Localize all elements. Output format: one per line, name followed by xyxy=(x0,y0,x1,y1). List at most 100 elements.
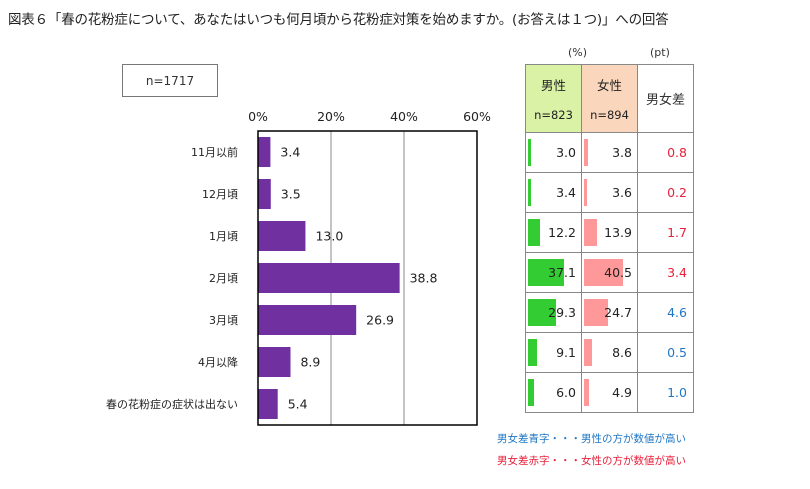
category-label: 3月頃 xyxy=(209,314,238,327)
table-row: 9.1 8.6 0.5 xyxy=(525,332,694,373)
male-value: 12.2 xyxy=(548,225,576,240)
bar xyxy=(258,221,306,251)
bar xyxy=(258,347,291,377)
bar-value-label: 5.4 xyxy=(288,397,308,412)
difference-cell: 0.2 xyxy=(637,172,694,213)
difference-value: 4.6 xyxy=(667,305,687,320)
difference-cell: 0.8 xyxy=(637,132,694,173)
female-cell: 4.9 xyxy=(581,372,638,413)
male-cell: 3.4 xyxy=(525,172,582,213)
male-bar xyxy=(528,139,531,166)
female-label: 女性 xyxy=(596,78,622,93)
male-bar xyxy=(528,219,540,246)
category-label: 2月頃 xyxy=(209,272,238,285)
bar-chart: 0% 20% 40% 60% 3.4 11月以前 3.5 12月頃 13.0 1月頃 38.8 2月頃… xyxy=(106,109,491,426)
female-bar xyxy=(584,139,588,166)
table-row: 6.0 4.9 1.0 xyxy=(525,372,694,413)
male-bar xyxy=(528,259,564,286)
x-tick-label: 40% xyxy=(390,109,418,124)
male-value: 9.1 xyxy=(556,345,576,360)
bar xyxy=(258,389,278,419)
male-bar xyxy=(528,299,557,326)
female-cell: 13.9 xyxy=(581,212,638,253)
sample-size-box: n=1717 xyxy=(122,64,218,97)
plot-border xyxy=(257,130,478,426)
legend-red: 男女差赤字・・・女性の方が数値が高い xyxy=(497,455,686,467)
difference-cell: 1.0 xyxy=(637,372,694,413)
bar-value-label: 26.9 xyxy=(366,313,394,328)
table-row: 3.4 3.6 0.2 xyxy=(525,172,694,213)
female-cell: 24.7 xyxy=(581,292,638,333)
male-value: 37.1 xyxy=(548,265,576,280)
male-value: 29.3 xyxy=(548,305,576,320)
female-sample-size: n=894 xyxy=(590,108,629,122)
female-value: 3.6 xyxy=(612,185,632,200)
bar-value-label: 3.5 xyxy=(281,187,301,202)
unit-pt: (pt) xyxy=(650,46,670,59)
category-label: 4月以降 xyxy=(198,355,238,369)
female-value: 3.8 xyxy=(612,145,632,160)
female-value: 4.9 xyxy=(612,385,632,400)
male-bar xyxy=(528,339,537,366)
gender-comparison-table: 男性 n=823 女性 n=894 男女差 3.0 3.8 0.8 3.4 3.6 0.2… xyxy=(525,64,694,413)
male-bar xyxy=(528,379,534,406)
female-cell: 3.8 xyxy=(581,132,638,173)
category-label: 12月頃 xyxy=(202,188,238,201)
bar xyxy=(258,137,271,167)
category-label: 11月以前 xyxy=(191,145,238,159)
male-cell: 6.0 xyxy=(525,372,582,413)
male-cell: 9.1 xyxy=(525,332,582,373)
bar-value-label: 8.9 xyxy=(300,355,320,370)
x-tick-label: 60% xyxy=(463,109,491,124)
difference-cell: 1.7 xyxy=(637,212,694,253)
bar-value-label: 38.8 xyxy=(410,271,438,286)
male-value: 3.4 xyxy=(556,185,576,200)
difference-cell: 4.6 xyxy=(637,292,694,333)
bar-value-label: 3.4 xyxy=(280,145,300,160)
female-value: 8.6 xyxy=(612,345,632,360)
bar xyxy=(258,179,271,209)
difference-value: 0.2 xyxy=(667,185,687,200)
difference-value: 0.5 xyxy=(667,345,687,360)
female-value: 24.7 xyxy=(604,305,632,320)
female-cell: 8.6 xyxy=(581,332,638,373)
female-cell: 40.5 xyxy=(581,252,638,293)
male-value: 6.0 xyxy=(556,385,576,400)
male-sample-size: n=823 xyxy=(534,108,573,122)
table-row: 3.0 3.8 0.8 xyxy=(525,132,694,173)
female-value: 40.5 xyxy=(604,265,632,280)
bar xyxy=(258,263,400,293)
female-bar xyxy=(584,379,589,406)
difference-cell: 3.4 xyxy=(637,252,694,293)
figure-title: 図表６「春の花粉症について、あなたはいつも何月頃から花粉症対策を始めますか。(お… xyxy=(8,12,669,28)
male-cell: 3.0 xyxy=(525,132,582,173)
category-label: 春の花粉症の症状は出ない xyxy=(106,397,238,411)
male-cell: 12.2 xyxy=(525,212,582,253)
difference-cell: 0.5 xyxy=(637,332,694,373)
difference-value: 3.4 xyxy=(667,265,687,280)
difference-header: 男女差 xyxy=(637,64,694,133)
female-bar xyxy=(584,219,598,246)
bar xyxy=(258,305,357,335)
female-header: 女性 n=894 xyxy=(581,64,638,133)
difference-value: 1.0 xyxy=(667,385,687,400)
unit-percent: (%) xyxy=(568,46,588,59)
table-row: 37.1 40.5 3.4 xyxy=(525,252,694,293)
difference-value: 0.8 xyxy=(667,145,687,160)
category-label: 1月頃 xyxy=(209,230,238,243)
table-row: 12.2 13.9 1.7 xyxy=(525,212,694,253)
male-bar xyxy=(528,179,532,206)
difference-label: 男女差 xyxy=(645,93,685,108)
male-label: 男性 xyxy=(540,78,566,93)
table-header-row: 男性 n=823 女性 n=894 男女差 xyxy=(525,64,694,133)
female-value: 13.9 xyxy=(604,225,632,240)
x-tick-label: 20% xyxy=(317,109,345,124)
female-bar xyxy=(584,179,588,206)
male-cell: 37.1 xyxy=(525,252,582,293)
female-bar xyxy=(584,339,593,366)
legend-blue: 男女差青字・・・男性の方が数値が高い xyxy=(497,433,686,445)
male-header: 男性 n=823 xyxy=(525,64,582,133)
x-tick-label: 0% xyxy=(248,109,268,124)
table-row: 29.3 24.7 4.6 xyxy=(525,292,694,333)
bar-value-label: 13.0 xyxy=(315,229,343,244)
